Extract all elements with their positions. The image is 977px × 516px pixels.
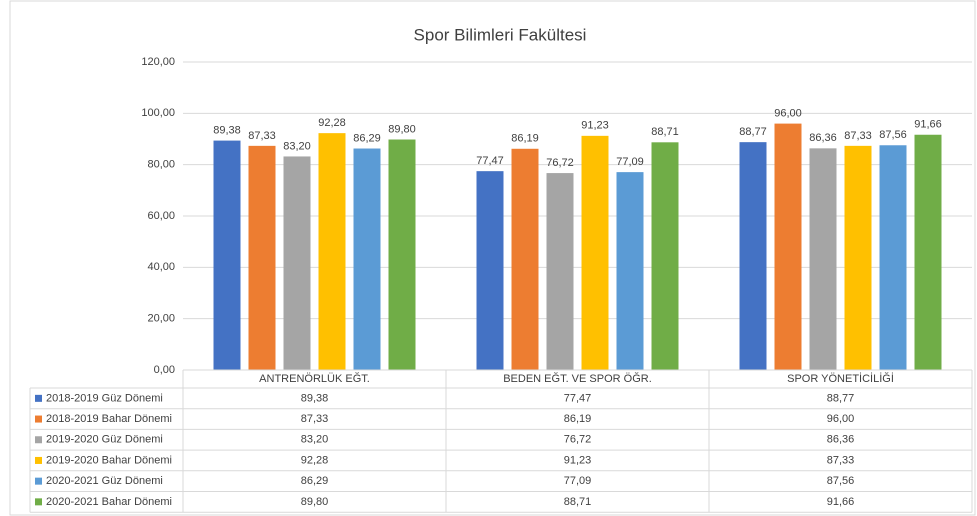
data-label: 91,66 xyxy=(914,119,942,131)
data-label: 86,29 xyxy=(353,132,381,144)
legend-key xyxy=(35,394,42,402)
bar xyxy=(581,135,609,370)
data-label: 86,36 xyxy=(809,132,837,144)
y-tick-label: 0,00 xyxy=(154,364,175,376)
table-cell: 89,38 xyxy=(301,392,329,404)
bar xyxy=(844,145,872,370)
table-cell: 77,47 xyxy=(564,392,592,404)
x-tick-label: ANTRENÖRLÜK EĞT. xyxy=(259,372,370,385)
table-cell: 87,33 xyxy=(827,454,855,466)
bar xyxy=(774,123,802,370)
data-label: 77,09 xyxy=(616,156,644,168)
table-cell: 91,23 xyxy=(564,454,592,466)
bar xyxy=(616,172,644,370)
table-cell: 96,00 xyxy=(827,413,855,425)
bar xyxy=(511,148,539,370)
legend-key xyxy=(35,498,42,506)
bar xyxy=(879,145,907,370)
y-tick-label: 40,00 xyxy=(147,261,175,273)
data-label: 89,80 xyxy=(388,123,416,135)
bar xyxy=(651,142,679,370)
legend-label: 2018-2019 Bahar Dönemi xyxy=(46,413,172,425)
legend-label: 2019-2020 Bahar Dönemi xyxy=(46,454,172,466)
data-label: 87,33 xyxy=(248,130,276,142)
legend-key xyxy=(35,477,42,485)
bar xyxy=(283,156,311,370)
legend-key xyxy=(35,456,42,464)
data-label: 77,47 xyxy=(476,155,504,167)
bar xyxy=(388,139,416,370)
data-label: 91,23 xyxy=(581,120,609,132)
data-label: 76,72 xyxy=(546,157,574,169)
legend-label: 2018-2019 Güz Dönemi xyxy=(46,392,163,404)
data-label: 88,71 xyxy=(651,126,679,138)
bar xyxy=(739,142,767,370)
y-tick-label: 80,00 xyxy=(147,159,175,171)
table-cell: 87,56 xyxy=(827,475,855,487)
y-tick-label: 20,00 xyxy=(147,313,175,325)
table-cell: 91,66 xyxy=(827,496,855,508)
x-tick-label: BEDEN EĞT. VE SPOR ÖĞR. xyxy=(503,372,652,385)
bar xyxy=(914,134,942,370)
data-label: 89,38 xyxy=(213,124,241,136)
table-cell: 83,20 xyxy=(301,434,329,446)
table-cell: 89,80 xyxy=(301,496,329,508)
y-tick-label: 120,00 xyxy=(141,56,175,68)
data-label: 92,28 xyxy=(318,117,346,129)
table-cell: 92,28 xyxy=(301,454,329,466)
legend-key xyxy=(35,436,42,444)
table-cell: 86,19 xyxy=(564,413,592,425)
table-cell: 88,71 xyxy=(564,496,592,508)
bar xyxy=(546,173,574,370)
data-label: 86,19 xyxy=(511,133,539,145)
legend-label: 2019-2020 Güz Dönemi xyxy=(46,434,163,446)
data-label: 83,20 xyxy=(283,140,311,152)
chart-title: Spor Bilimleri Fakültesi xyxy=(414,25,587,44)
bar xyxy=(213,140,241,370)
y-tick-label: 100,00 xyxy=(141,107,175,119)
legend-key xyxy=(35,415,42,423)
data-label: 87,56 xyxy=(879,129,907,141)
legend-label: 2020-2021 Güz Dönemi xyxy=(46,475,163,487)
y-tick-label: 60,00 xyxy=(147,210,175,222)
legend-label: 2020-2021 Bahar Dönemi xyxy=(46,496,172,508)
data-label: 96,00 xyxy=(774,108,802,120)
x-tick-label: SPOR YÖNETİCİLİĞİ xyxy=(787,372,894,385)
bar xyxy=(353,148,381,370)
bar xyxy=(476,171,504,370)
table-cell: 77,09 xyxy=(564,475,592,487)
bar xyxy=(248,145,276,370)
table-cell: 88,77 xyxy=(827,392,855,404)
table-cell: 87,33 xyxy=(301,413,329,425)
bar xyxy=(809,148,837,370)
data-label: 87,33 xyxy=(844,130,872,142)
table-cell: 86,29 xyxy=(301,475,329,487)
bar xyxy=(318,133,346,370)
data-label: 88,77 xyxy=(739,126,767,138)
table-cell: 86,36 xyxy=(827,434,855,446)
table-cell: 76,72 xyxy=(564,434,592,446)
